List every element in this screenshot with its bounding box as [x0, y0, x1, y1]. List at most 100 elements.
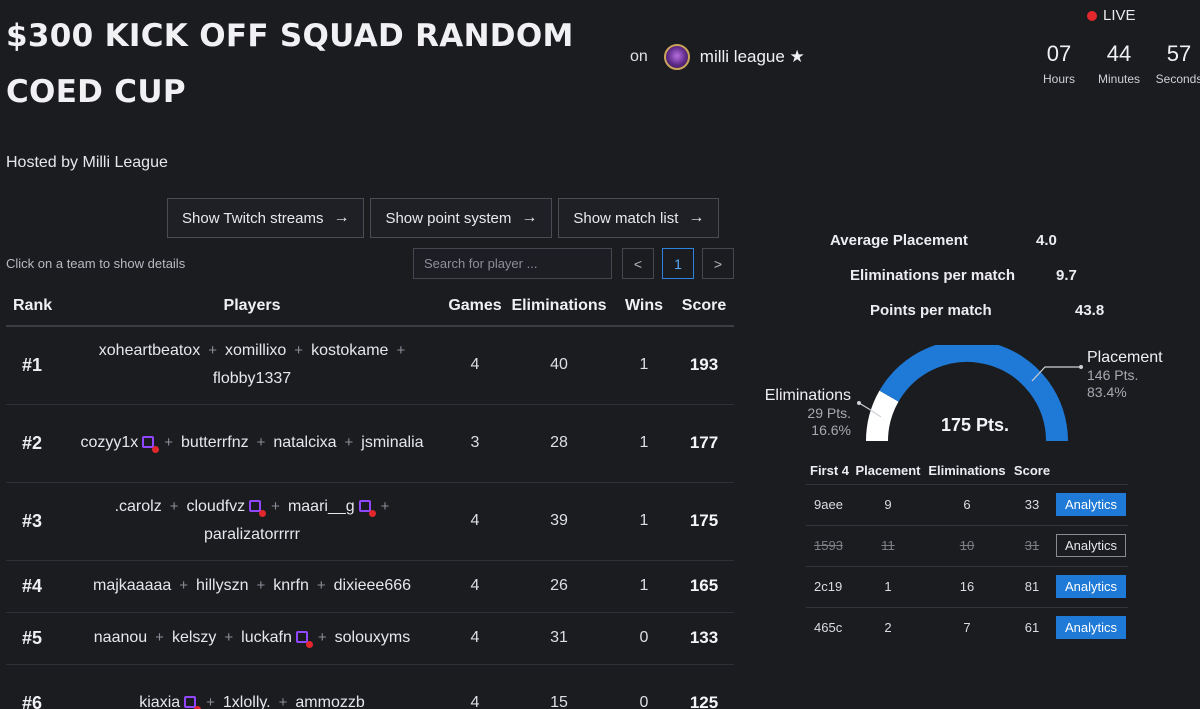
team-eliminations: 26 — [504, 560, 614, 613]
analytics-button[interactable]: Analytics — [1055, 616, 1127, 640]
player-name-text: natalcixa — [273, 434, 337, 451]
player-name[interactable]: maari__g — [288, 496, 376, 518]
player-name[interactable]: knrfn — [273, 575, 309, 597]
player-name-text: hillyszn — [196, 577, 249, 594]
plus-separator: + — [155, 629, 164, 646]
player-name[interactable]: kiaxia — [139, 692, 202, 709]
plus-separator: + — [256, 577, 266, 594]
team-row[interactable]: #3 .carolz + cloudfvz + maari__g + paralizatorr… — [6, 482, 734, 561]
player-name[interactable]: solouxyms — [335, 627, 411, 649]
player-name[interactable]: 1xlolly. — [223, 692, 271, 709]
arrow-right-icon: → — [688, 209, 705, 226]
player-name[interactable]: paralizatorrrrr — [204, 524, 300, 546]
plus-separator: + — [164, 434, 174, 451]
plus-separator: + — [179, 577, 189, 594]
player-name[interactable]: luckafn — [241, 627, 313, 649]
player-name[interactable]: naanou — [94, 627, 147, 649]
twitch-live-icon[interactable] — [295, 631, 313, 648]
player-name-text: luckafn — [241, 629, 292, 646]
player-name-text: kelszy — [171, 629, 217, 646]
team-eliminations: 40 — [504, 326, 614, 405]
player-name-text: jsminalia — [361, 434, 424, 451]
team-games: 4 — [446, 326, 504, 405]
plus-separator: + — [344, 434, 354, 451]
analytics-button[interactable]: Analytics — [1055, 493, 1127, 516]
total-points: 175 Pts. — [940, 415, 1010, 435]
team-row[interactable]: #2 cozyy1x + butterrfnz + natalcixa + jsminalia… — [6, 404, 734, 483]
player-search-input[interactable]: Search for player ... — [413, 248, 612, 279]
player-name[interactable]: flobby1337 — [213, 368, 291, 390]
match-row: 2c19 1 16 81 Analytics — [806, 565, 1128, 607]
twitch-live-icon[interactable] — [249, 500, 267, 517]
team-players: cozyy1x + butterrfnz + natalcixa + jsminalia — [58, 404, 446, 483]
analytics-header — [1054, 458, 1128, 484]
player-name[interactable]: cozyy1x — [80, 432, 160, 454]
player-list: .carolz + cloudfvz + maari__g + paralizatorrrr… — [58, 496, 446, 546]
match-placement: 11 — [852, 524, 924, 566]
plus-separator: + — [316, 577, 326, 594]
action-buttons: Show Twitch streams → Show point system … — [167, 198, 720, 238]
team-players: kiaxia +1xlolly. + ammozzb — [58, 664, 446, 709]
placement-points: 146 Pts. — [1087, 367, 1139, 383]
analytics-button[interactable]: Analytics — [1055, 534, 1127, 557]
on-label: on — [630, 48, 648, 65]
elims-per-match-label: Eliminations per match — [850, 267, 1016, 284]
team-games: 4 — [446, 560, 504, 613]
plus-separator: + — [208, 342, 217, 360]
points-donut-svg — [857, 345, 1083, 442]
first4-header: First 4 — [810, 463, 850, 479]
team-players: naanou + kelszy + luckafn + solouxyms — [58, 612, 446, 665]
player-name[interactable]: hillyszn — [196, 575, 248, 597]
player-name[interactable]: kostokame — [311, 340, 388, 362]
player-name[interactable]: butterrfnz — [181, 432, 249, 454]
team-wins: 0 — [614, 612, 674, 665]
team-players: xoheartbeatox + xomillixo + kostokame + flobby… — [58, 326, 446, 405]
team-row[interactable]: #4 majkaaaaa + hillyszn + knrfn + dixieee666 4 26… — [6, 560, 734, 613]
team-eliminations: 28 — [504, 404, 614, 483]
twitch-live-icon[interactable] — [358, 500, 376, 517]
player-name[interactable]: jsminalia — [361, 432, 423, 454]
team-row[interactable]: #5 naanou + kelszy + luckafn + solouxyms 4 31 0 133 — [6, 612, 734, 665]
player-name[interactable]: .carolz — [115, 496, 162, 518]
team-row[interactable]: #1 xoheartbeatox + xomillixo + kostokame + flob… — [6, 326, 734, 405]
player-name[interactable]: majkaaaaa — [93, 575, 171, 597]
show-match-list-button[interactable]: Show match list → — [558, 198, 720, 238]
eliminations-legend: Eliminations 29 Pts. 16.6% — [751, 387, 851, 439]
player-name-text: ammozzb — [295, 694, 365, 709]
twitch-live-icon[interactable] — [142, 436, 160, 453]
countdown-seconds: 57 Seconds — [1150, 40, 1200, 86]
page-1-button[interactable]: 1 — [662, 248, 694, 279]
org-name-link[interactable]: milli league ★ — [699, 47, 805, 66]
player-name[interactable]: dixieee666 — [334, 575, 411, 597]
match-score-header: Score — [1013, 463, 1051, 479]
prev-page-button[interactable]: < — [622, 248, 654, 279]
player-name[interactable]: xoheartbeatox — [99, 340, 200, 362]
eliminations-label: Eliminations — [764, 387, 851, 404]
show-point-system-button[interactable]: Show point system → — [370, 198, 553, 238]
match-score: 81 — [1010, 565, 1054, 607]
button-label: Show match list — [573, 209, 679, 227]
show-twitch-streams-button[interactable]: Show Twitch streams → — [167, 198, 365, 238]
player-name[interactable]: xomillixo — [225, 340, 286, 362]
player-name[interactable]: natalcixa — [273, 432, 336, 454]
player-name-text: cloudfvz — [186, 498, 246, 515]
player-name[interactable]: kelszy — [172, 627, 216, 649]
match-eliminations: 16 — [924, 565, 1010, 607]
team-rank: #2 — [6, 404, 58, 483]
hosted-by: Hosted by Milli League — [6, 154, 168, 171]
team-score: 177 — [674, 404, 734, 483]
analytics-button[interactable]: Analytics — [1055, 575, 1127, 598]
placement-header: Placement — [855, 463, 921, 479]
next-page-button[interactable]: > — [702, 248, 734, 279]
team-row[interactable]: #6 kiaxia +1xlolly. + ammozzb 4 15 0 125 — [6, 664, 734, 709]
countdown-label: Hours — [1042, 72, 1075, 86]
team-score: 175 — [674, 482, 734, 561]
match-row: 9aee 9 6 33 Analytics — [806, 483, 1128, 525]
player-name[interactable]: cloudfvz — [186, 496, 267, 518]
countdown-timer: 07 Hours 44 Minutes 57 Seconds — [1030, 40, 1200, 86]
player-list: cozyy1x + butterrfnz + natalcixa + jsminalia — [58, 432, 446, 454]
organizer[interactable]: on milli league ★ — [630, 44, 805, 70]
twitch-live-icon[interactable] — [184, 696, 202, 709]
player-name[interactable]: ammozzb — [295, 692, 364, 709]
team-eliminations: 15 — [504, 664, 614, 709]
